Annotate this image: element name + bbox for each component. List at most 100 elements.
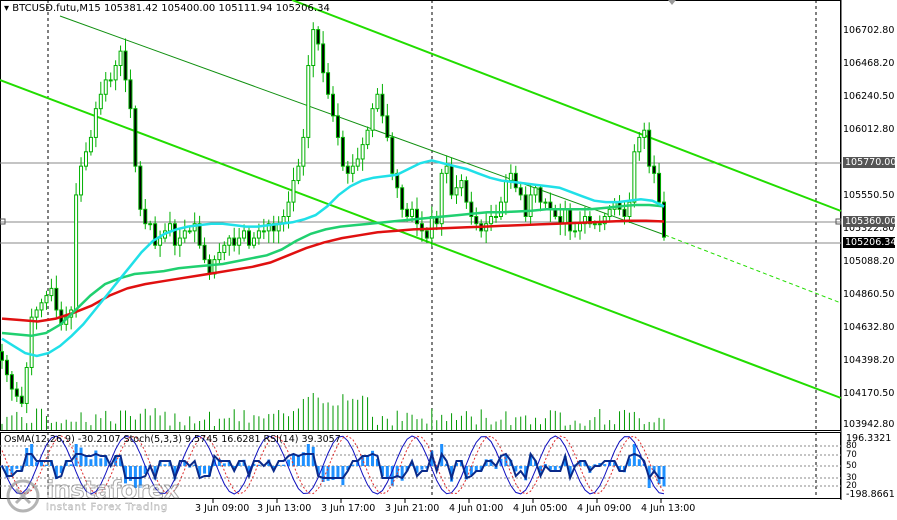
osma-bar xyxy=(282,464,286,466)
osma-bar xyxy=(371,450,375,466)
osma-bar xyxy=(10,466,14,475)
dropdown-triangle-icon[interactable]: ▾ xyxy=(4,3,10,14)
candle-body xyxy=(375,93,380,110)
candle-body xyxy=(400,187,405,210)
candle-body xyxy=(207,259,212,275)
candle-body xyxy=(602,216,607,225)
time-label: 4 Jun 09:00 xyxy=(577,503,632,514)
candle-body xyxy=(365,129,370,146)
osc-level-label: 20 xyxy=(846,481,857,491)
osma-bar xyxy=(193,464,197,466)
candle-body xyxy=(622,208,627,218)
level-badge-upper: 105770.00 xyxy=(843,157,897,168)
candle-body xyxy=(19,395,24,404)
candle-body xyxy=(39,302,44,311)
candle-body xyxy=(34,309,39,318)
candle-body xyxy=(474,216,479,225)
osc-max-label: 196.3321 xyxy=(846,433,892,444)
candle-body xyxy=(380,93,385,117)
osma-bar xyxy=(425,466,429,469)
candle-body xyxy=(637,136,642,153)
price-label: 105550.50 xyxy=(843,190,895,201)
osma-bar xyxy=(652,466,656,473)
time-label: 4 Jun 01:00 xyxy=(449,503,504,514)
osma-bar xyxy=(207,466,211,476)
osma-bar xyxy=(504,454,508,466)
oscillator-header: OsMA(12,26,9) -30.2107 Stoch(5,3,3) 9.57… xyxy=(4,434,341,445)
candle-body xyxy=(222,244,227,253)
osma-bar xyxy=(469,466,473,476)
candle-body xyxy=(498,201,503,218)
osc-level-label: 80 xyxy=(846,441,857,451)
candle-body xyxy=(587,216,592,225)
candle-body xyxy=(503,180,508,203)
osma-bar xyxy=(662,466,666,487)
osma-bar xyxy=(435,466,439,468)
osma-bar xyxy=(301,452,305,466)
osma-bar xyxy=(538,466,542,474)
candle-body xyxy=(256,230,261,239)
volume-bars xyxy=(1,393,665,430)
osma-bar xyxy=(59,466,63,474)
osma-bar xyxy=(287,459,291,466)
candle-body xyxy=(301,136,306,167)
candle-body xyxy=(523,194,528,217)
osma-bar xyxy=(198,466,202,476)
osma-bar xyxy=(89,459,93,466)
candle-body xyxy=(449,165,454,196)
candle-body xyxy=(128,79,133,110)
osma-bar xyxy=(524,466,528,481)
price-label: 105322.80 xyxy=(843,223,895,234)
candle-body xyxy=(44,295,49,304)
osma-bar xyxy=(94,450,98,466)
candle-body xyxy=(306,65,311,138)
candle-body xyxy=(360,144,365,160)
osma-bar xyxy=(217,459,221,466)
osma-bar xyxy=(40,461,44,466)
osma-bar xyxy=(464,466,468,480)
candle-body xyxy=(642,129,647,138)
candle-body xyxy=(508,172,513,182)
osma-bar xyxy=(341,466,345,486)
osma-bar xyxy=(489,459,493,466)
symbol-header: BTCUSD.futu,M15 105381.42 105400.00 1051… xyxy=(12,3,330,14)
candle-body xyxy=(405,208,410,218)
candle-body xyxy=(335,115,340,138)
price-label: 104860.50 xyxy=(843,289,895,300)
candle-body xyxy=(563,208,568,225)
osma-bar xyxy=(326,466,330,481)
osma-bar xyxy=(69,464,73,466)
candle-body xyxy=(326,72,331,95)
candle-body xyxy=(237,237,242,246)
logo-mark-icon xyxy=(6,479,40,512)
osma-bar xyxy=(316,466,320,474)
osma-bar xyxy=(563,456,567,466)
candle-body xyxy=(419,223,424,232)
candle-body xyxy=(321,43,326,74)
candle-body xyxy=(182,230,187,239)
candle-body xyxy=(138,165,143,210)
osma-bar xyxy=(35,462,39,466)
candle-body xyxy=(632,151,637,203)
osma-bar xyxy=(637,459,641,466)
osma-bar xyxy=(227,460,231,466)
candle-body xyxy=(311,29,316,67)
osma-bar xyxy=(143,466,147,474)
osma-bar xyxy=(252,464,256,466)
osma-bar xyxy=(128,466,132,481)
candle-body xyxy=(538,187,543,203)
osma-bar xyxy=(321,466,325,483)
osma-bar xyxy=(445,463,449,466)
candle-body xyxy=(197,223,202,246)
candle-body xyxy=(143,208,148,225)
candle-body xyxy=(568,208,573,232)
candle-body xyxy=(414,208,419,225)
osma-bar xyxy=(479,466,483,472)
osma-bar xyxy=(44,464,48,466)
candle-body xyxy=(172,223,177,246)
candle-body xyxy=(242,230,247,239)
osma-bar xyxy=(613,462,617,466)
candle-body xyxy=(543,201,548,204)
candle-body xyxy=(494,216,499,218)
